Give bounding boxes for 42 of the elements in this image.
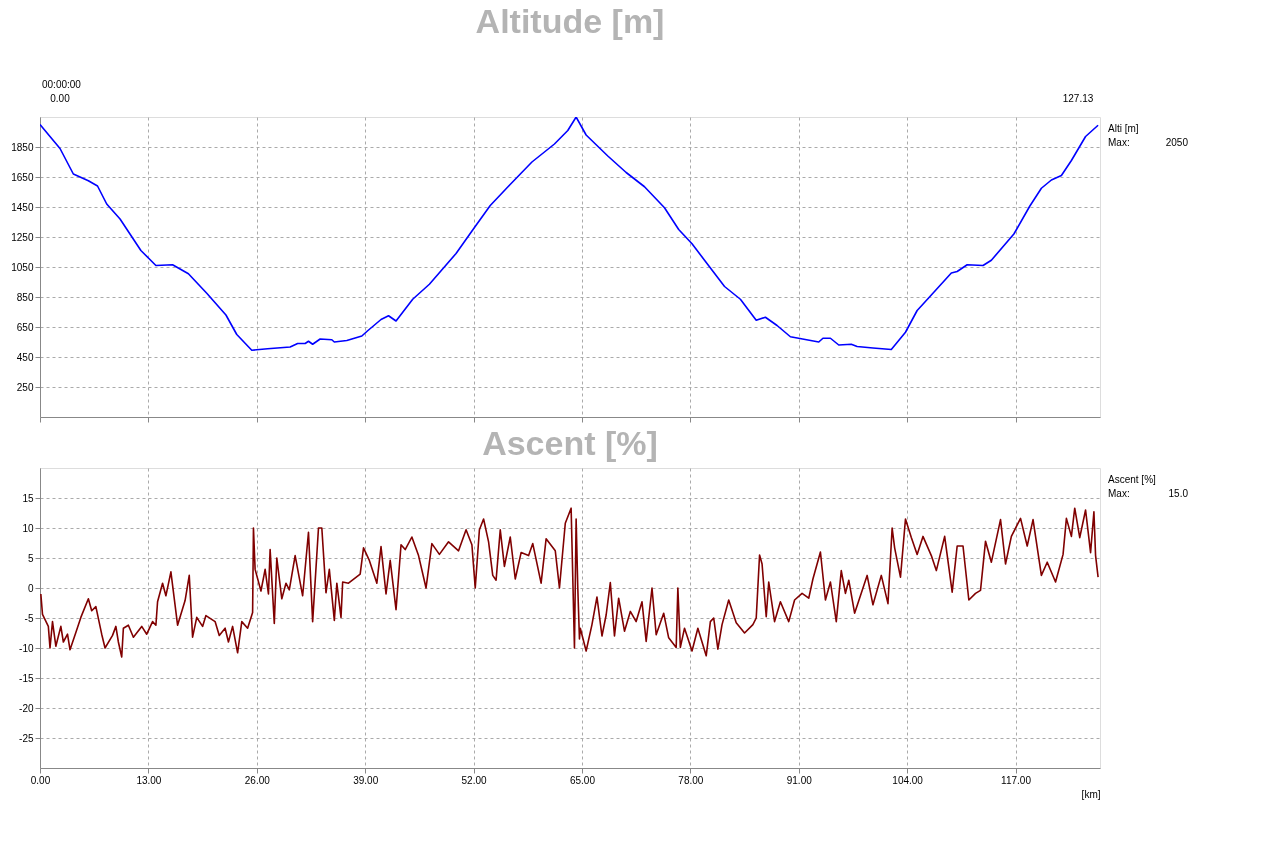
y-tick-label: 5 [27, 552, 34, 564]
x-tick-label: 26.00 [244, 774, 271, 786]
y-tick-label: 850 [16, 291, 34, 303]
y-tick-label: -20 [19, 702, 34, 714]
x-tick-label: 91.00 [786, 774, 813, 786]
x-tick-label: 52.00 [461, 774, 488, 786]
y-tick-label: 1050 [11, 261, 34, 273]
y-tick-label: 1250 [11, 231, 34, 243]
y-tick-label: -15 [19, 672, 34, 684]
y-tick-label: 1450 [11, 201, 34, 213]
y-tick-label: 15 [22, 492, 34, 504]
chart-title: Altitude [m] [475, 2, 665, 40]
line-series [40, 507, 1099, 658]
line-series [40, 117, 1099, 352]
x-tick-label: 104.00 [892, 774, 924, 786]
text: Alti [m] [1108, 123, 1139, 134]
y-tick-label: 0 [27, 582, 34, 594]
text: Max: [1108, 488, 1130, 499]
x-tick-label: 78.00 [678, 774, 704, 786]
y-tick-label: -5 [24, 612, 34, 624]
y-tick-label: -10 [19, 642, 34, 654]
x-tick-label: 65.00 [569, 774, 596, 786]
text: Ascent [%] [1108, 474, 1157, 485]
text: 00:00:00 [42, 79, 82, 90]
x-tick-label: 0.00 [30, 774, 51, 786]
chart-title: Ascent [%] [482, 424, 658, 462]
text: 2050 [1165, 137, 1189, 148]
text: 0.00 [50, 93, 71, 104]
x-tick-label: 39.00 [353, 774, 379, 786]
y-tick-label: 450 [16, 351, 34, 363]
y-tick-label: 10 [22, 522, 34, 534]
text: Max: [1108, 137, 1130, 148]
x-tick-label: 13.00 [136, 774, 162, 786]
y-tick-label: 250 [16, 381, 34, 393]
x-tick-label: 117.00 [1001, 774, 1032, 786]
y-tick-label: -25 [19, 732, 34, 744]
y-tick-label: 1850 [11, 141, 34, 153]
y-tick-label: 650 [16, 321, 34, 333]
y-tick-label: 1650 [11, 171, 34, 183]
x-axis-title: [km] [1081, 788, 1101, 800]
text: 127.13 [1062, 93, 1094, 104]
text: 15.0 [1168, 488, 1189, 499]
